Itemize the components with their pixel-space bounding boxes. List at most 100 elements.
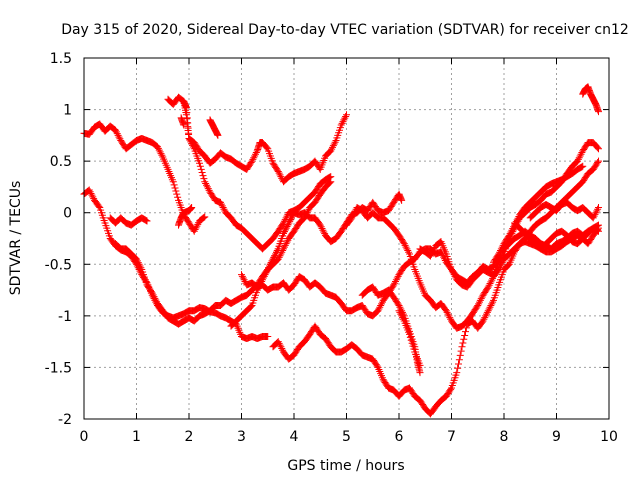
x-tick-label: 7 — [447, 429, 456, 445]
data-point-marker — [329, 142, 337, 150]
data-point-marker — [316, 221, 324, 229]
data-point-marker — [247, 302, 255, 310]
data-point-marker — [301, 212, 309, 220]
data-point-marker — [595, 221, 602, 229]
data-point-marker — [280, 228, 288, 236]
data-point-marker — [267, 259, 275, 267]
data-point-marker — [504, 233, 512, 241]
data-point-marker — [150, 293, 158, 301]
data-point-marker — [488, 276, 496, 284]
data-point-marker — [268, 257, 276, 265]
data-points — [80, 83, 602, 418]
data-point-marker — [457, 347, 465, 355]
y-tick-label: -1 — [58, 309, 72, 325]
data-point-marker — [483, 284, 491, 292]
data-point-marker — [407, 336, 415, 344]
data-point-marker — [594, 159, 602, 167]
data-point-marker — [481, 314, 489, 322]
data-point-marker — [447, 385, 455, 393]
data-point-marker — [488, 300, 496, 308]
data-point-marker — [593, 222, 601, 230]
data-point-marker — [451, 272, 459, 280]
data-point-marker — [133, 255, 140, 263]
data-point-marker — [441, 305, 449, 313]
data-point-marker — [193, 222, 201, 230]
data-point-marker — [408, 339, 416, 347]
data-point-marker — [398, 196, 406, 204]
data-point-marker — [275, 339, 283, 347]
data-point-marker — [158, 151, 166, 159]
data-point-marker — [574, 157, 581, 165]
data-point-marker — [246, 303, 254, 311]
data-point-marker — [260, 272, 268, 280]
data-point-marker — [340, 116, 348, 124]
data-point-marker — [329, 143, 336, 151]
data-point-marker — [170, 181, 178, 189]
data-point-marker — [394, 300, 402, 308]
x-tick-label: 0 — [80, 429, 89, 445]
data-point-marker — [447, 315, 455, 323]
data-point-marker — [270, 253, 278, 261]
data-point-marker — [400, 240, 408, 248]
data-point-marker — [202, 179, 210, 187]
data-point-marker — [401, 241, 409, 249]
data-point-marker — [214, 131, 222, 139]
data-point-marker — [169, 178, 177, 186]
data-point-marker — [187, 138, 195, 146]
data-point-marker — [402, 243, 410, 251]
data-point-marker — [273, 247, 281, 255]
data-point-marker — [188, 204, 196, 212]
data-point-marker — [453, 369, 461, 377]
data-point-marker — [154, 143, 161, 151]
x-tick-label: 1 — [132, 429, 141, 445]
data-point-marker — [448, 267, 456, 275]
data-point-marker — [290, 209, 298, 217]
data-point-marker — [204, 185, 212, 193]
data-point-marker — [302, 210, 310, 218]
data-point-marker — [449, 269, 457, 277]
data-point-marker — [264, 265, 272, 273]
x-tick-label: 9 — [552, 429, 561, 445]
data-point-marker — [576, 152, 584, 160]
data-point-marker — [491, 267, 499, 275]
data-point-marker — [442, 307, 450, 315]
data-point-marker — [341, 114, 349, 122]
data-point-marker — [486, 303, 494, 311]
data-point-marker — [487, 278, 495, 286]
data-point-marker — [252, 149, 260, 157]
data-point-marker — [455, 356, 463, 364]
data-point-marker — [88, 191, 96, 199]
data-point-marker — [151, 294, 159, 302]
data-point-marker — [319, 226, 327, 234]
data-point-marker — [578, 149, 586, 157]
data-point-marker — [416, 369, 424, 377]
data-point-marker — [273, 166, 281, 174]
data-point-marker — [217, 200, 225, 208]
y-tick-label: 1 — [63, 103, 72, 119]
data-point-marker — [196, 162, 204, 170]
data-point-marker — [347, 215, 355, 223]
data-point-marker — [378, 300, 385, 308]
data-point-marker — [406, 333, 414, 341]
data-point-marker — [172, 187, 180, 195]
data-point-marker — [594, 205, 602, 213]
data-point-marker — [594, 144, 602, 152]
data-point-marker — [485, 281, 493, 289]
data-point-marker — [200, 214, 208, 222]
data-point-marker — [490, 269, 498, 277]
data-point-marker — [404, 247, 412, 255]
data-point-marker — [250, 154, 258, 162]
data-point-marker — [247, 159, 255, 167]
data-point-marker — [114, 131, 122, 139]
data-point-marker — [174, 193, 182, 201]
x-tick-label: 2 — [185, 429, 194, 445]
data-point-marker — [509, 225, 517, 233]
data-point-marker — [257, 279, 265, 287]
data-point-marker — [482, 312, 490, 320]
data-point-marker — [274, 167, 282, 175]
x-tick-label: 6 — [395, 429, 404, 445]
data-point-marker — [498, 243, 506, 251]
data-point-marker — [248, 157, 256, 165]
data-point-marker — [409, 342, 417, 350]
data-point-marker — [281, 226, 289, 234]
